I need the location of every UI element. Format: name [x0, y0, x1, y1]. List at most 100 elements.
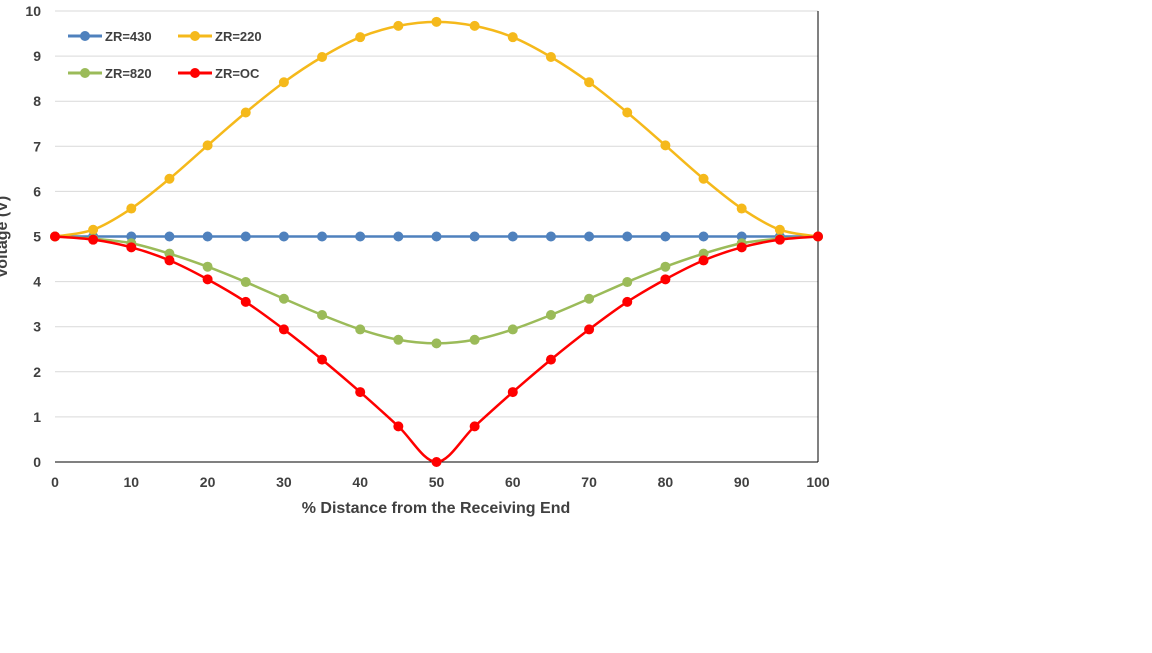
y-axis-title: Voltage (V) [0, 196, 11, 278]
data-point [813, 231, 823, 242]
data-point [355, 387, 366, 398]
data-point [698, 173, 709, 184]
x-tick-label: 50 [429, 474, 445, 490]
x-tick-label: 70 [581, 474, 597, 490]
data-point [507, 387, 518, 398]
data-point [507, 32, 518, 43]
series-line [54, 235, 819, 464]
data-point [698, 231, 709, 242]
data-point [393, 334, 404, 345]
data-point [774, 224, 785, 235]
data-point [278, 77, 289, 88]
data-point [202, 140, 213, 151]
series-2 [50, 16, 823, 242]
data-point [240, 231, 251, 242]
grid-layer [55, 10, 818, 418]
data-point [355, 32, 366, 43]
data-point [88, 234, 99, 245]
data-point [317, 309, 328, 320]
data-point [507, 324, 518, 335]
data-point [431, 457, 442, 467]
y-tick-label: 7 [33, 138, 41, 154]
data-point [584, 293, 595, 304]
y-tick-label: 1 [33, 409, 41, 425]
legend-label: ZR=220 [215, 29, 262, 44]
data-point [431, 231, 442, 242]
data-point [164, 173, 175, 184]
x-tick-label: 10 [124, 474, 140, 490]
data-point [698, 255, 709, 266]
legend-entry: ZR=430 [68, 29, 152, 44]
legend-label: ZR=820 [105, 66, 152, 81]
data-point [88, 224, 99, 235]
data-point [774, 234, 785, 245]
data-point [622, 231, 633, 242]
x-tick-label: 80 [658, 474, 674, 490]
y-tick-label: 6 [33, 183, 41, 199]
y-tick-label: 2 [33, 364, 41, 380]
y-tick-label: 10 [25, 3, 41, 19]
data-point [355, 324, 366, 335]
data-point [622, 107, 633, 118]
data-point [240, 277, 251, 288]
data-point [622, 277, 633, 288]
data-point [431, 338, 442, 349]
data-point [126, 242, 137, 253]
data-point [584, 77, 595, 88]
data-point [202, 231, 213, 242]
data-point [545, 231, 556, 242]
y-tick-label: 8 [33, 93, 41, 109]
data-point [545, 354, 556, 365]
data-point [126, 203, 137, 214]
legend-entry: ZR=220 [178, 29, 262, 44]
data-point [317, 52, 328, 63]
data-point [622, 296, 633, 307]
x-tick-label: 60 [505, 474, 521, 490]
data-point [545, 309, 556, 320]
data-point [393, 421, 404, 432]
data-point [202, 274, 213, 285]
x-tick-label: 30 [276, 474, 292, 490]
series-layer [50, 16, 823, 467]
data-point [584, 231, 595, 242]
data-point [355, 231, 366, 242]
x-tick-label: 40 [352, 474, 368, 490]
y-tick-label: 5 [33, 229, 41, 245]
data-point [469, 231, 480, 242]
data-point [660, 274, 671, 285]
legend-swatch-marker [80, 68, 90, 78]
x-axis-title: % Distance from the Receiving End [302, 500, 571, 517]
legend-swatch-marker [190, 68, 200, 78]
y-tick-label: 4 [33, 274, 41, 290]
data-point [431, 16, 442, 27]
data-point [660, 261, 671, 272]
data-point [660, 140, 671, 151]
data-point [469, 421, 480, 432]
data-point [393, 231, 404, 242]
series-4 [50, 231, 823, 467]
series-3 [50, 231, 823, 349]
legend-entry: ZR=820 [68, 66, 152, 81]
legend: ZR=430 ZR=220 ZR=820 ZR=OC [68, 29, 262, 81]
legend-swatch-marker [80, 31, 90, 41]
data-point [278, 231, 289, 242]
y-tick-label: 0 [33, 454, 41, 470]
data-point [545, 52, 556, 63]
x-tick-label: 100 [806, 474, 830, 490]
y-tick-label: 3 [33, 319, 41, 335]
legend-label: ZR=OC [215, 66, 260, 81]
data-point [507, 231, 518, 242]
x-tick-label: 20 [200, 474, 216, 490]
data-point [393, 20, 404, 31]
data-point [278, 293, 289, 304]
data-point [240, 296, 251, 307]
data-point [584, 324, 595, 335]
data-point [202, 261, 213, 272]
legend-label: ZR=430 [105, 29, 152, 44]
data-point [736, 242, 747, 253]
x-tick-label: 0 [51, 474, 59, 490]
legend-entry: ZR=OC [178, 66, 260, 81]
data-point [660, 231, 671, 242]
